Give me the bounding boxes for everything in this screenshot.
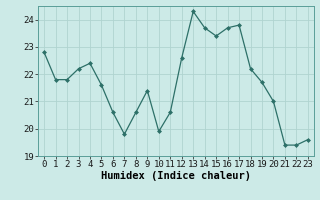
X-axis label: Humidex (Indice chaleur): Humidex (Indice chaleur) xyxy=(101,171,251,181)
